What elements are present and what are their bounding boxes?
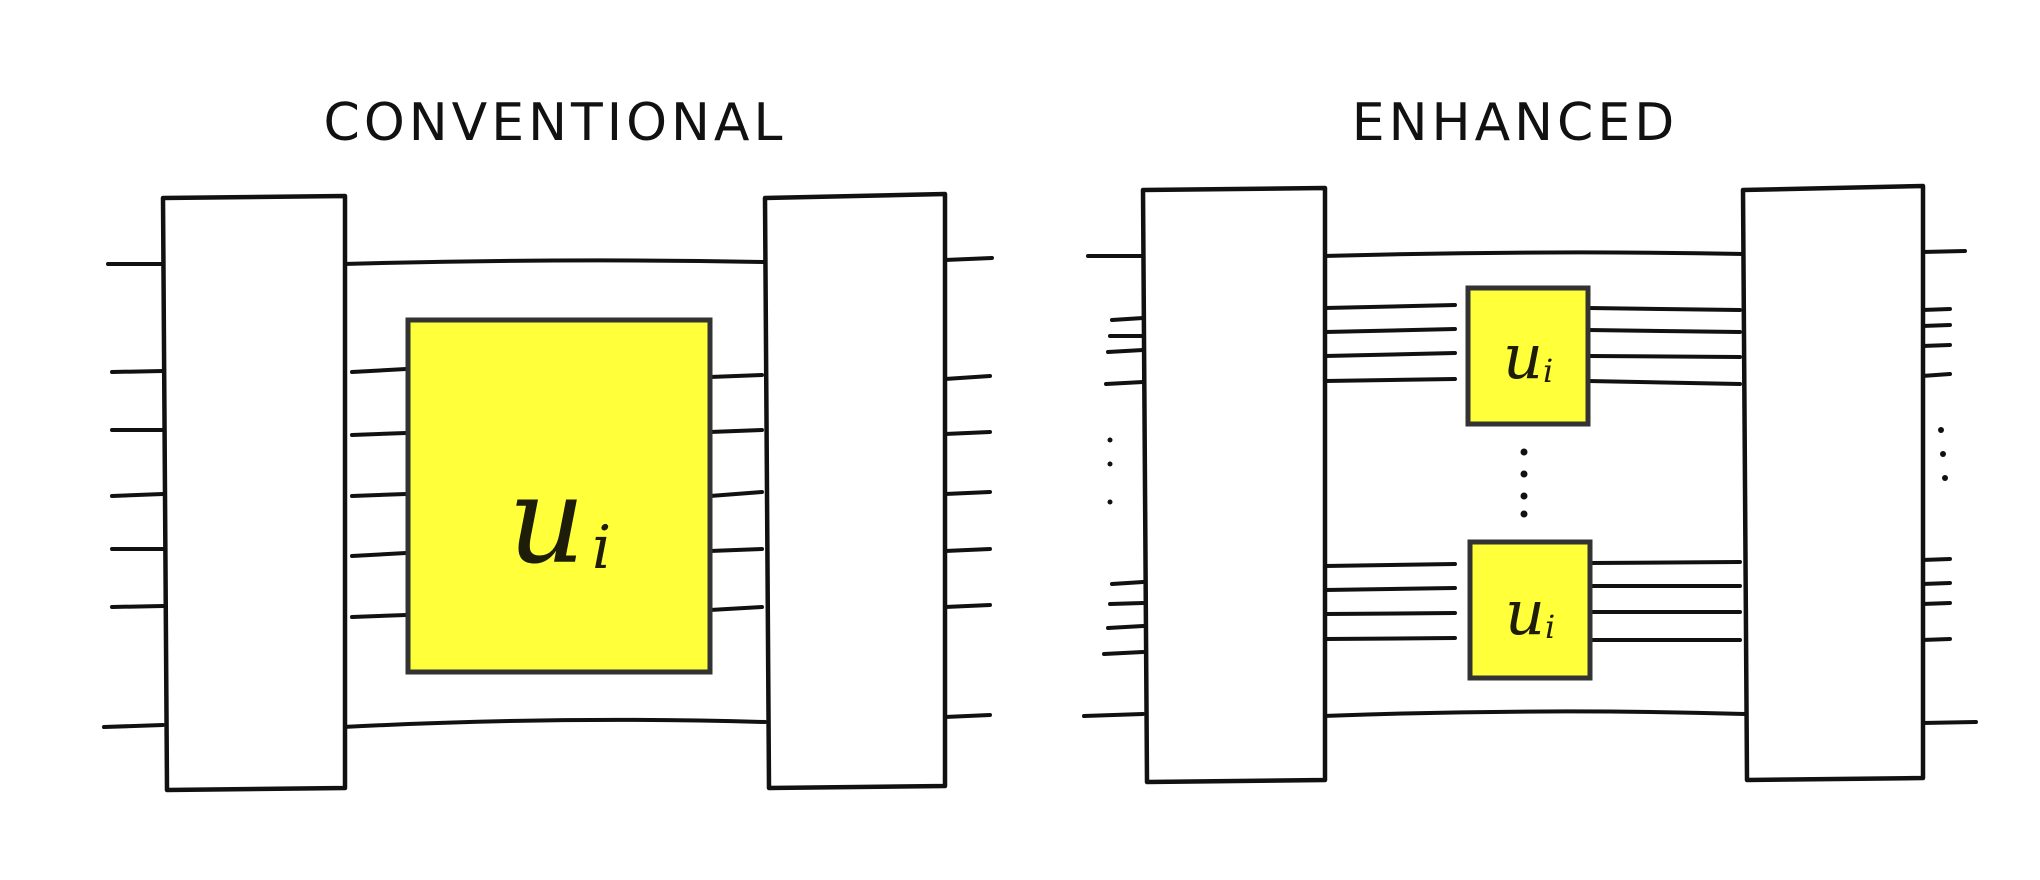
middle-wires-conventional	[341, 258, 767, 729]
gate-subscript-enhanced-top: i	[1543, 352, 1553, 390]
gate-enhanced-bottom: u i	[1467, 539, 1593, 681]
gate-label-conventional: u	[508, 452, 585, 591]
right-block-conventional	[762, 191, 948, 791]
panel-conventional: CONVENTIONAL	[102, 93, 994, 793]
gate-label-enhanced-top: u	[1503, 320, 1543, 393]
gate-conventional: u i	[405, 317, 713, 675]
output-wires-enhanced	[1920, 249, 1978, 725]
gate-subscript-conventional: i	[592, 513, 611, 583]
gate-enhanced-top: u i	[1465, 285, 1591, 427]
gate-subscript-enhanced-bottom: i	[1545, 608, 1555, 646]
panel-enhanced: ENHANCED	[1082, 93, 1978, 785]
middle-wires-enhanced	[1321, 250, 1747, 718]
output-wires-conventional	[943, 256, 994, 719]
panel-title-enhanced: ENHANCED	[1352, 93, 1679, 153]
gate-label-enhanced-bottom: u	[1505, 576, 1545, 649]
left-block-conventional	[160, 193, 348, 793]
left-block-enhanced	[1140, 185, 1328, 785]
panel-title-conventional: CONVENTIONAL	[324, 93, 787, 153]
right-block-enhanced	[1740, 183, 1926, 783]
input-wires-enhanced	[1082, 254, 1145, 718]
input-wires-conventional	[102, 262, 165, 729]
